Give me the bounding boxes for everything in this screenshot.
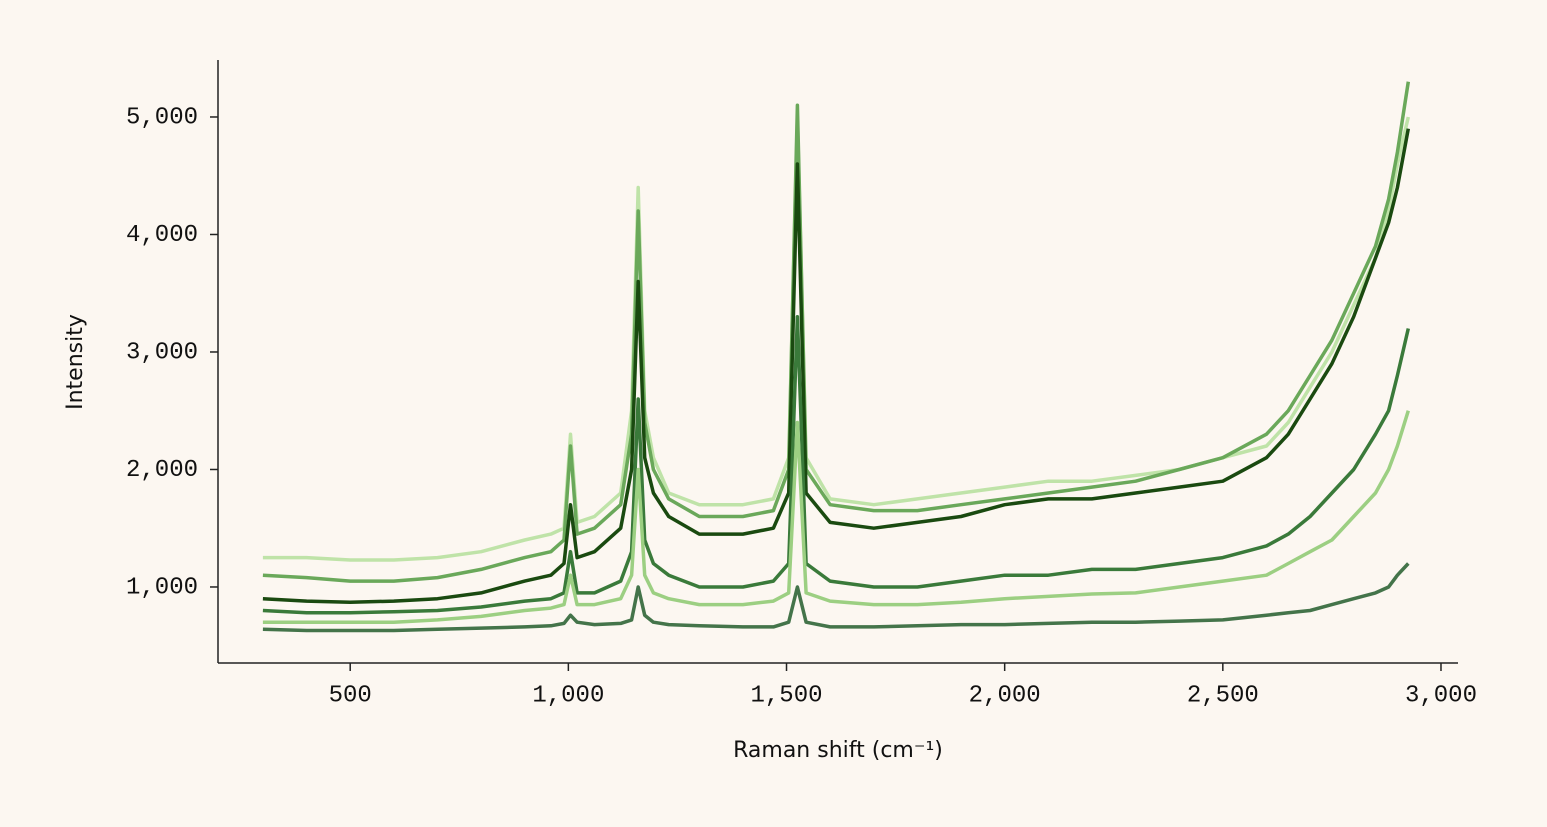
x-tick-label: 3,000 — [1405, 682, 1477, 709]
y-tick-label: 2,000 — [126, 457, 198, 484]
spectrum-line — [262, 81, 1411, 583]
x-tick-label: 500 — [329, 682, 372, 709]
spectrum-line — [262, 115, 1411, 562]
spectrum-line — [262, 128, 1411, 605]
plot-area — [262, 81, 1411, 633]
x-tick-label: 2,500 — [1187, 682, 1259, 709]
y-tick-label: 5,000 — [126, 104, 198, 131]
x-tick-label: 1,000 — [532, 682, 604, 709]
x-axis-label: Raman shift (cm⁻¹) — [733, 738, 943, 763]
spectrum-line — [262, 410, 1410, 624]
y-tick-label: 4,000 — [126, 222, 198, 249]
y-tick-label: 1,000 — [126, 574, 198, 601]
y-axis-label: Intensity — [63, 314, 88, 410]
spectrum-line — [262, 562, 1410, 633]
x-tick-label: 1,500 — [751, 682, 823, 709]
x-tick-label: 2,000 — [969, 682, 1041, 709]
spectrum-line — [262, 314, 1411, 615]
y-tick-label: 3,000 — [126, 339, 198, 366]
